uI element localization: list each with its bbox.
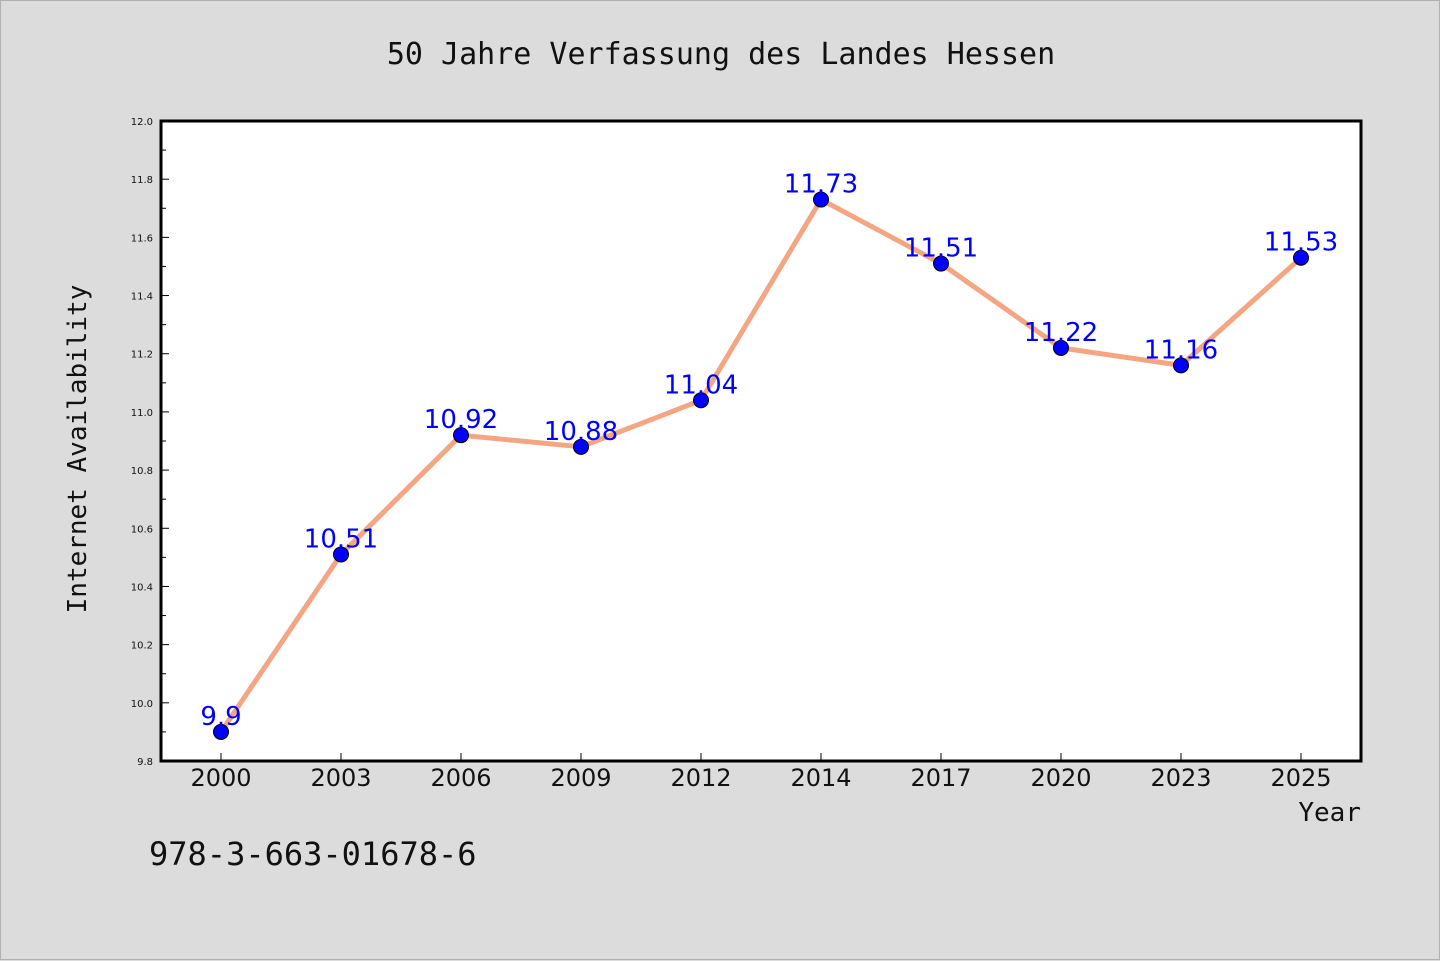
y-tick-label: 11.8 <box>131 175 153 186</box>
x-tick-label: 2000 <box>190 764 251 792</box>
data-point <box>573 438 589 455</box>
data-label: 11.73 <box>784 170 858 200</box>
data-point <box>1293 249 1309 266</box>
x-tick-label: 2017 <box>910 764 971 792</box>
isbn-text: 978-3-663-01678-6 <box>149 835 477 873</box>
data-point <box>1173 357 1189 374</box>
data-label: 10.92 <box>424 405 498 435</box>
x-tick-label: 2006 <box>430 764 491 792</box>
y-tick-label: 10.0 <box>131 699 153 710</box>
x-tick-label: 2012 <box>670 764 731 792</box>
series-line <box>218 197 1303 734</box>
y-tick-label: 10.6 <box>131 524 153 535</box>
data-label: 11.16 <box>1144 335 1218 365</box>
data-point <box>933 255 949 272</box>
x-tick-label: 2020 <box>1030 764 1091 792</box>
x-tick-label: 2023 <box>1150 764 1211 792</box>
data-point <box>213 723 229 740</box>
y-tick-label: 9.8 <box>137 757 153 768</box>
data-label: 11.53 <box>1264 228 1338 258</box>
data-label: 10.51 <box>304 524 378 554</box>
y-tick-label: 11.0 <box>131 408 153 419</box>
y-tick-label: 10.4 <box>131 582 153 593</box>
data-label: 10.88 <box>544 417 618 447</box>
chart-title: 50 Jahre Verfassung des Landes Hessen <box>387 37 1055 72</box>
data-label: 11.22 <box>1024 318 1098 348</box>
x-tick-label: 2025 <box>1270 764 1331 792</box>
y-tick-label: 12.0 <box>131 117 153 128</box>
y-tick-label: 10.8 <box>131 466 153 477</box>
y-tick-label: 11.2 <box>131 350 153 361</box>
data-label: 9.9 <box>200 702 241 732</box>
plot-area <box>159 119 1363 763</box>
x-axis: 2000 2003 2006 2009 2012 2014 2017 2020 2023 2025 <box>190 753 1332 792</box>
data-label: 11.51 <box>904 234 978 264</box>
data-point <box>813 191 829 208</box>
x-tick-label: 2014 <box>790 764 851 792</box>
y-tick-label: 10.2 <box>131 641 153 652</box>
data-labels: 9.9 10.51 10.92 10.88 11.04 11.73 11.51 11.22 11… <box>200 170 1338 732</box>
data-point <box>333 546 349 563</box>
y-axis: 9.8 10.0 10.2 10.4 10.6 10.8 11.0 11.2 11.4 11.6 1… <box>131 117 169 768</box>
x-axis-label: Year <box>1298 798 1361 828</box>
y-axis-label: Internet Availability <box>63 285 93 614</box>
data-label: 11.04 <box>664 370 738 400</box>
data-point <box>453 427 469 444</box>
data-point <box>1053 339 1069 356</box>
x-tick-label: 2009 <box>550 764 611 792</box>
y-tick-label: 11.6 <box>131 233 153 244</box>
y-tick-label: 11.4 <box>131 292 153 303</box>
x-tick-label: 2003 <box>310 764 371 792</box>
series-group <box>213 191 1309 740</box>
data-point <box>693 392 709 409</box>
